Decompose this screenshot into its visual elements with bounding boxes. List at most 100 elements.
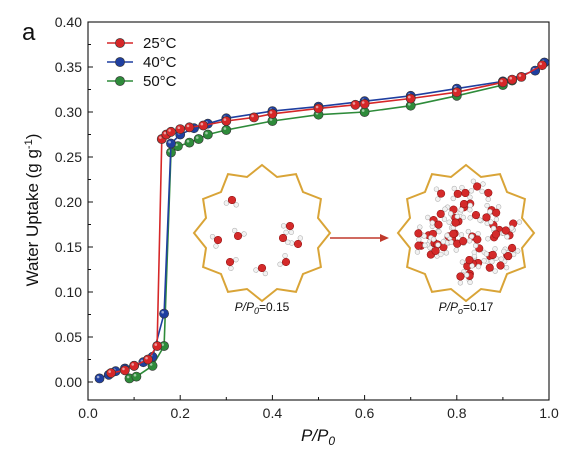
data-point-highlight <box>145 356 148 360</box>
hydrogen-atom <box>441 216 448 222</box>
legend-item: 50°C <box>107 73 177 90</box>
data-point <box>143 354 153 365</box>
hydrogen-atom <box>442 206 448 212</box>
data-point <box>202 129 213 140</box>
x-tick-label: 0.6 <box>355 405 375 421</box>
legend-label: 40°C <box>143 54 177 71</box>
hydrogen-atom <box>233 257 239 263</box>
hydrogen-atom <box>467 215 473 221</box>
hydrogen-atom <box>498 256 504 262</box>
data-point <box>537 60 547 71</box>
hydrogen-atom <box>481 258 487 264</box>
hydrogen-atom <box>262 270 268 277</box>
oxygen-atom <box>491 230 501 239</box>
y-tick-label: 0.25 <box>55 149 82 165</box>
x-axis-title: P/P0 <box>301 426 335 448</box>
hydrogen-atom <box>209 234 216 240</box>
hydrogen-atom <box>458 207 464 213</box>
inset-label-left-main: P/P <box>235 300 254 314</box>
hydrogen-atom <box>451 185 457 192</box>
oxygen-atom <box>461 188 470 198</box>
water-molecule <box>277 253 291 267</box>
oxygen-atom <box>459 237 468 246</box>
inset-illustration: P/P0=0.15 P/Po=0.17 <box>192 163 536 316</box>
hydrogen-atom <box>446 219 452 225</box>
y-tick-label: 0.10 <box>55 284 82 300</box>
data-point-highlight <box>223 127 227 130</box>
data-point <box>106 368 116 378</box>
hydrogen-atom <box>493 216 500 223</box>
oxygen-atom <box>453 189 462 198</box>
hydrogen-atom <box>454 213 460 220</box>
x-tick-label: 0.0 <box>78 405 98 421</box>
hydrogen-atom <box>417 224 423 230</box>
water-molecule <box>446 213 460 227</box>
water-molecule <box>289 235 303 249</box>
oxygen-atom <box>213 235 223 245</box>
oxygen-atom <box>225 257 235 267</box>
hydrogen-atom <box>471 249 477 256</box>
oxygen-atom <box>496 261 505 270</box>
water-molecule <box>431 242 444 258</box>
y-tick-label: 0.20 <box>55 194 82 210</box>
series-layer <box>94 57 550 384</box>
hydrogen-atom <box>450 195 456 202</box>
hydrogen-atom <box>490 225 497 232</box>
data-point <box>497 77 508 88</box>
oxygen-atom <box>482 213 491 222</box>
data-point <box>267 108 278 119</box>
hydrogen-atom <box>283 229 289 236</box>
y-tick-label: 0.40 <box>55 14 82 30</box>
data-point-highlight <box>126 375 130 379</box>
data-point <box>193 134 204 144</box>
hydrogen-atom <box>489 259 495 265</box>
hydrogen-atom <box>480 181 486 187</box>
hydrogen-atom <box>469 233 475 240</box>
hydrogen-atom <box>289 240 295 246</box>
hydrogen-atom <box>479 188 485 195</box>
inset-label-right-main: P/P <box>439 300 458 314</box>
hydrogen-atom <box>443 250 450 256</box>
data-point-highlight <box>223 118 227 121</box>
hydrogen-atom <box>440 239 446 245</box>
data-point <box>451 87 462 98</box>
data-point <box>119 365 130 376</box>
data-point-highlight <box>108 370 111 373</box>
water-molecule <box>278 229 291 245</box>
data-point-highlight <box>186 124 190 128</box>
data-point-highlight <box>161 343 164 346</box>
oxygen-atom <box>492 208 501 217</box>
data-point <box>184 122 195 133</box>
water-molecule <box>467 210 483 223</box>
hydrogen-atom <box>472 243 479 249</box>
hydrogen-atom <box>280 223 287 229</box>
hydrogen-atom <box>223 200 230 206</box>
oxygen-atom <box>473 235 482 244</box>
data-point-highlight <box>131 363 134 366</box>
x-tick-label: 0.8 <box>447 405 467 421</box>
hydrogen-atom <box>213 243 219 249</box>
data-point <box>198 120 209 131</box>
hydrogen-atom <box>465 228 471 235</box>
hydrogen-atom <box>233 202 239 208</box>
water-molecule <box>253 263 268 277</box>
data-point-highlight <box>500 79 503 83</box>
data-point <box>313 103 324 114</box>
legend-item: 40°C <box>107 54 177 71</box>
data-point-highlight <box>200 122 204 126</box>
hydrogen-atom <box>282 253 288 259</box>
hydrogen-atom <box>510 251 517 258</box>
data-point-highlight <box>269 118 273 121</box>
hydrogen-atom <box>485 236 491 242</box>
data-point-highlight <box>149 363 153 366</box>
hydrogen-atom <box>467 202 473 209</box>
data-point-highlight <box>154 343 158 346</box>
water-molecule <box>280 221 295 235</box>
data-point <box>166 126 176 137</box>
legend: 25°C 40°C 50°C <box>107 35 177 90</box>
oxygen-atom <box>281 257 291 267</box>
hydrogen-atom <box>475 263 482 270</box>
x-axis-ticks: 0.0 0.2 0.4 0.6 0.8 1.0 <box>78 395 559 421</box>
hydrogen-atom <box>459 184 465 191</box>
hydrogen-atom <box>433 186 440 192</box>
